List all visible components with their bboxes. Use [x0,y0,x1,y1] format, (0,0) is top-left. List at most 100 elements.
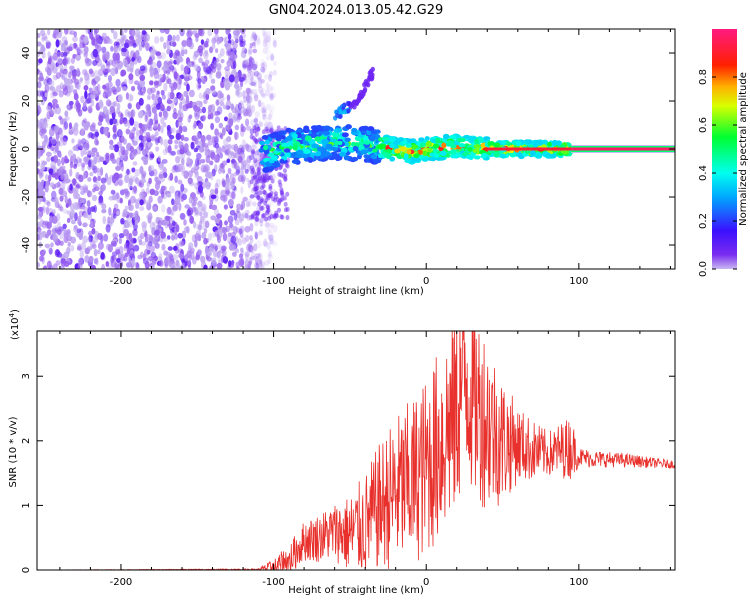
noise-speckle [222,232,228,242]
signal-blob [417,149,424,155]
noise-speckle [196,152,202,160]
noise-speckle [126,168,130,175]
noise-speckle [52,98,58,105]
noise-speckle [205,93,210,101]
noise-speckle [62,68,68,75]
noise-speckle [203,99,208,105]
noise-speckle [248,256,253,266]
noise-speckle [108,207,112,216]
noise-speckle [267,84,273,93]
noise-speckle [127,93,133,102]
noise-speckle [95,181,101,190]
noise-speckle [209,265,215,269]
signal-blob [551,140,558,147]
noise-speckle [150,135,154,141]
noise-speckle [163,42,167,50]
branch-blob [351,100,356,106]
noise-speckle [266,207,271,213]
noise-speckle [240,200,246,210]
noise-speckle [60,172,65,181]
noise-speckle [131,257,136,267]
noise-speckle [107,75,113,83]
noise-speckle [160,116,165,125]
noise-speckle [251,201,257,207]
noise-speckle [49,109,54,116]
noise-speckle [101,46,107,54]
noise-speckle [158,73,164,82]
noise-speckle [133,238,137,244]
noise-speckle [77,257,83,267]
tone-core [571,147,675,151]
noise-speckle [268,115,274,121]
noise-speckle [166,235,171,240]
noise-speckle [94,138,99,146]
noise-speckle [269,71,274,78]
noise-speckle [63,251,70,259]
noise-speckle [250,150,255,156]
noise-speckle [132,140,138,146]
noise-speckle [203,264,208,269]
noise-speckle [178,125,183,134]
noise-speckle [158,252,163,261]
noise-speckle [267,258,272,264]
signal-blob [350,157,358,162]
noise-speckle [253,243,258,252]
noise-speckle [265,43,269,51]
noise-speckle [231,244,237,252]
noise-speckle [147,118,154,126]
noise-speckle [79,35,84,45]
noise-speckle [52,108,57,115]
noise-speckle [80,95,85,104]
noise-speckle [112,89,118,95]
signal-blob [263,144,269,151]
noise-speckle [52,235,59,243]
noise-speckle [117,178,124,187]
noise-speckle [51,139,57,147]
signal-blob [283,148,291,153]
noise-speckle [154,119,159,125]
noise-speckle [206,181,210,186]
noise-speckle [75,55,81,61]
noise-speckle [256,38,261,46]
noise-speckle [137,35,142,45]
noise-speckle [285,191,290,197]
signal-blob [306,157,314,162]
noise-speckle [197,224,202,231]
noise-speckle [280,192,285,198]
noise-speckle [157,195,163,204]
noise-speckle [164,215,171,221]
noise-speckle [78,140,84,149]
noise-speckle [72,153,77,161]
noise-speckle [62,87,69,96]
noise-speckle [54,29,60,35]
noise-speckle [134,177,140,185]
noise-speckle [69,168,73,177]
signal-blob [382,152,391,157]
noise-speckle [44,66,51,73]
noise-speckle [79,204,86,210]
noise-speckle [64,195,68,204]
noise-speckle [232,60,237,70]
noise-speckle [88,255,94,263]
noise-speckle [198,146,205,153]
noise-speckle [72,145,78,152]
noise-speckle [37,150,41,160]
noise-speckle [145,104,151,111]
noise-speckle [216,106,223,115]
noise-speckle [68,122,73,130]
noise-speckle [256,194,261,200]
noise-speckle [120,38,124,47]
noise-speckle [83,45,89,54]
noise-speckle [156,180,162,185]
colorbar-tick-label: 0.4 [698,165,709,181]
noise-speckle [136,31,142,37]
noise-speckle [86,190,93,198]
signal-blob [410,156,416,163]
noise-speckle [252,63,257,70]
noise-speckle [246,214,251,221]
noise-speckle [92,176,97,183]
noise-speckle [120,163,125,172]
noise-speckle [258,120,262,128]
noise-speckle [213,136,219,142]
noise-speckle [70,209,76,217]
